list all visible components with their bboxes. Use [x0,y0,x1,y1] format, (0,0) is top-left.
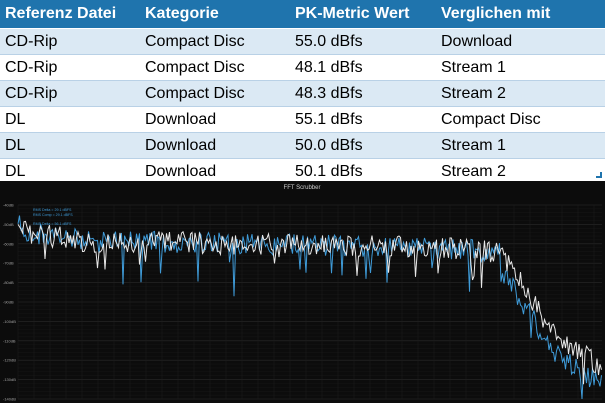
legend-item: RMS Delta = 29.1 dBFS [33,208,72,212]
cell-pk-metric[interactable]: 55.1 dBfs [290,106,436,133]
cell-pk-metric[interactable]: 55.0 dBfs [290,28,436,55]
cell-verglichen[interactable]: Download [436,28,605,55]
header-pk-metric-wert[interactable]: PK-Metric Wert [290,0,436,29]
cell-verglichen[interactable]: Stream 2 [436,80,605,107]
y-tick-label: -40dB [3,203,14,208]
y-tick-label: -100dB [3,319,16,324]
legend-item: RMS Delta = 56.1 dBFS [33,222,72,226]
cell-verglichen[interactable]: Compact Disc [436,106,605,133]
fft-grid [17,204,602,400]
fft-plot: FFT Scrubber -40dB -50dB -60dB -70dB -80dB -9… [3,185,602,402]
table-row: DL Download 55.1 dBfs Compact Disc [0,106,605,133]
header-verglichen-mit[interactable]: Verglichen mit [436,0,605,29]
cell-pk-metric[interactable]: 50.0 dBfs [290,132,436,159]
cell-referenz[interactable]: CD-Rip [0,28,140,55]
cell-referenz[interactable]: DL [0,106,140,133]
header-referenz-datei[interactable]: Referenz Datei [0,0,140,29]
cell-kategorie[interactable]: Compact Disc [140,80,290,107]
cell-pk-metric[interactable]: 48.3 dBfs [290,80,436,107]
y-tick-label: -90dB [3,300,14,305]
legend-item: RMS Comp = 29.1 dBFS [33,213,73,217]
y-tick-label: -50dB [3,222,14,227]
y-tick-label: -80dB [3,280,14,285]
cell-referenz[interactable]: CD-Rip [0,80,140,107]
y-tick-label: -110dB [3,338,16,343]
table-header-row: Referenz Datei Kategorie PK-Metric Wert … [0,0,605,29]
y-tick-label: -70dB [3,261,14,266]
cell-kategorie[interactable]: Download [140,132,290,159]
cell-pk-metric[interactable]: 50.1 dBfs [290,158,436,185]
cell-kategorie[interactable]: Compact Disc [140,28,290,55]
cell-pk-metric[interactable]: 48.1 dBfs [290,54,436,81]
cell-referenz[interactable]: DL [0,158,140,185]
comparison-table: Referenz Datei Kategorie PK-Metric Wert … [0,0,605,185]
cell-kategorie[interactable]: Compact Disc [140,54,290,81]
y-tick-label: -140dB [3,397,16,402]
fft-series-white [17,220,602,385]
fft-series-blue [17,215,602,400]
cell-referenz[interactable]: CD-Rip [0,54,140,81]
fft-scrubber-panel: FFT Scrubber -40dB -50dB -60dB -70dB -80dB -9… [0,181,605,403]
fft-legend: RMS Delta = 29.1 dBFS RMS Comp = 29.1 dB… [33,208,73,226]
y-tick-label: -120dB [3,358,16,363]
y-tick-label: -60dB [3,241,14,246]
cell-verglichen[interactable]: Stream 1 [436,132,605,159]
table-row: DL Download 50.0 dBfs Stream 1 [0,132,605,159]
cell-kategorie[interactable]: Download [140,106,290,133]
table-row: CD-Rip Compact Disc 55.0 dBfs Download [0,28,605,55]
table-resize-handle[interactable] [596,172,602,178]
table-row: CD-Rip Compact Disc 48.3 dBfs Stream 2 [0,80,605,107]
table-row: CD-Rip Compact Disc 48.1 dBfs Stream 1 [0,54,605,81]
cell-verglichen[interactable]: Stream 2 [436,158,605,185]
cell-verglichen[interactable]: Stream 1 [436,54,605,81]
y-tick-label: -130dB [3,377,16,382]
cell-referenz[interactable]: DL [0,132,140,159]
fft-y-axis: -40dB -50dB -60dB -70dB -80dB -90dB -100dB -110… [3,203,16,402]
header-kategorie[interactable]: Kategorie [140,0,290,29]
fft-title: FFT Scrubber [284,185,321,191]
